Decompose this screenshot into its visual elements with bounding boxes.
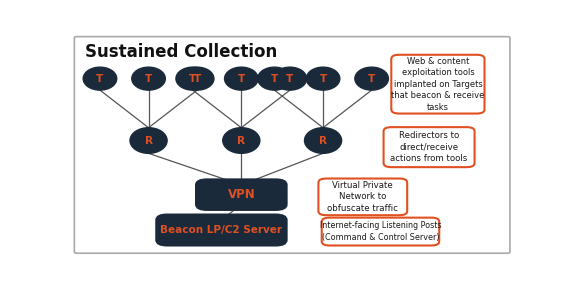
Text: Internet-facing Listening Posts
(Command & Control Server): Internet-facing Listening Posts (Command… — [320, 221, 441, 242]
FancyBboxPatch shape — [156, 215, 287, 245]
FancyBboxPatch shape — [319, 179, 407, 215]
Text: Beacon LP/C2 Server: Beacon LP/C2 Server — [160, 225, 283, 235]
Ellipse shape — [130, 128, 167, 153]
Text: R: R — [145, 135, 153, 146]
Text: T: T — [238, 74, 245, 84]
Text: T: T — [194, 74, 201, 84]
FancyBboxPatch shape — [384, 127, 475, 167]
Text: Virtual Private
Network to
obfuscate traffic: Virtual Private Network to obfuscate tra… — [327, 181, 398, 213]
Ellipse shape — [304, 128, 341, 153]
Text: T: T — [271, 74, 278, 84]
Ellipse shape — [83, 67, 117, 90]
FancyBboxPatch shape — [74, 37, 510, 253]
Ellipse shape — [258, 67, 291, 90]
FancyBboxPatch shape — [321, 218, 439, 245]
Ellipse shape — [132, 67, 165, 90]
Text: R: R — [319, 135, 327, 146]
Text: T: T — [368, 74, 375, 84]
FancyBboxPatch shape — [391, 55, 484, 114]
Text: Web & content
exploitation tools
implanted on Targets
that beacon & receive
task: Web & content exploitation tools implant… — [391, 57, 484, 112]
FancyBboxPatch shape — [196, 179, 287, 210]
Ellipse shape — [273, 67, 307, 90]
Ellipse shape — [355, 67, 388, 90]
Text: VPN: VPN — [227, 188, 255, 201]
Text: R: R — [237, 135, 245, 146]
Text: T: T — [286, 74, 294, 84]
Ellipse shape — [176, 67, 210, 90]
Text: T: T — [189, 74, 196, 84]
Text: Redirectors to
direct/receive
actions from tools: Redirectors to direct/receive actions fr… — [390, 131, 468, 163]
Ellipse shape — [225, 67, 258, 90]
Text: T: T — [319, 74, 327, 84]
Text: T: T — [96, 74, 104, 84]
Text: Sustained Collection: Sustained Collection — [84, 43, 277, 61]
Ellipse shape — [180, 67, 214, 90]
Ellipse shape — [223, 128, 260, 153]
Text: T: T — [145, 74, 152, 84]
Ellipse shape — [306, 67, 340, 90]
